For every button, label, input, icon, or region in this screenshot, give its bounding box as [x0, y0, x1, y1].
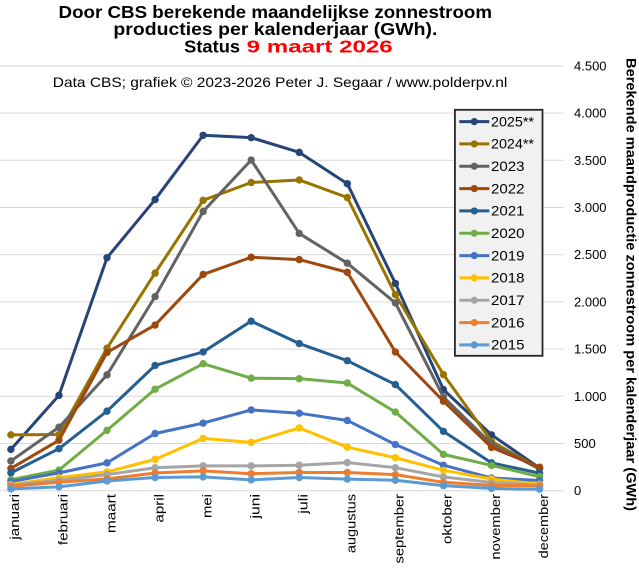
svg-text:februari: februari	[55, 494, 70, 545]
svg-text:3.500: 3.500	[574, 153, 607, 168]
svg-text:Berekende maandproductie zonn: Berekende maandproductie zonnestroom per…	[624, 58, 639, 511]
svg-text:2025**: 2025**	[491, 114, 535, 129]
svg-text:500: 500	[574, 436, 596, 451]
svg-text:april: april	[151, 494, 166, 523]
svg-text:december: december	[536, 493, 551, 558]
svg-text:2019: 2019	[491, 248, 525, 263]
svg-text:Data CBS; grafiek © 2023-2026: Data CBS; grafiek © 2023-2026 Peter J. S…	[53, 74, 508, 90]
svg-text:2024**: 2024**	[491, 137, 535, 152]
svg-text:oktober: oktober	[440, 493, 455, 544]
svg-text:maart: maart	[103, 494, 118, 533]
svg-text:2015: 2015	[491, 338, 525, 353]
svg-text:2016: 2016	[491, 315, 525, 330]
svg-text:juni: juni	[248, 494, 263, 520]
svg-text:2017: 2017	[491, 293, 525, 308]
svg-text:2020: 2020	[491, 226, 525, 241]
svg-text:november: november	[488, 493, 503, 559]
svg-text:september: september	[392, 493, 407, 563]
svg-text:4.500: 4.500	[574, 58, 607, 73]
svg-text:producties per kalenderjaar (G: producties per kalenderjaar (GWh).	[113, 19, 437, 39]
svg-text:2.500: 2.500	[574, 247, 607, 262]
svg-text:0: 0	[574, 483, 581, 498]
svg-text:2021: 2021	[491, 204, 525, 219]
svg-text:3.000: 3.000	[574, 200, 607, 215]
svg-text:2018: 2018	[491, 271, 525, 286]
svg-text:Status: Status	[184, 36, 240, 56]
svg-text:2022: 2022	[491, 181, 525, 196]
svg-text:mei: mei	[199, 494, 214, 518]
svg-text:augustus: augustus	[344, 493, 359, 553]
svg-text:Door CBS berekende maandelijks: Door CBS berekende maandelijkse zonnestr…	[59, 2, 493, 22]
svg-text:2023: 2023	[491, 159, 525, 174]
svg-text:4.000: 4.000	[574, 106, 607, 121]
svg-text:2.000: 2.000	[574, 294, 607, 309]
svg-text:januari: januari	[7, 494, 22, 541]
svg-text:9 maart 2026: 9 maart 2026	[247, 36, 393, 56]
svg-text:1.500: 1.500	[574, 342, 607, 357]
svg-text:1.000: 1.000	[574, 389, 607, 404]
svg-text:juli: juli	[296, 494, 311, 515]
